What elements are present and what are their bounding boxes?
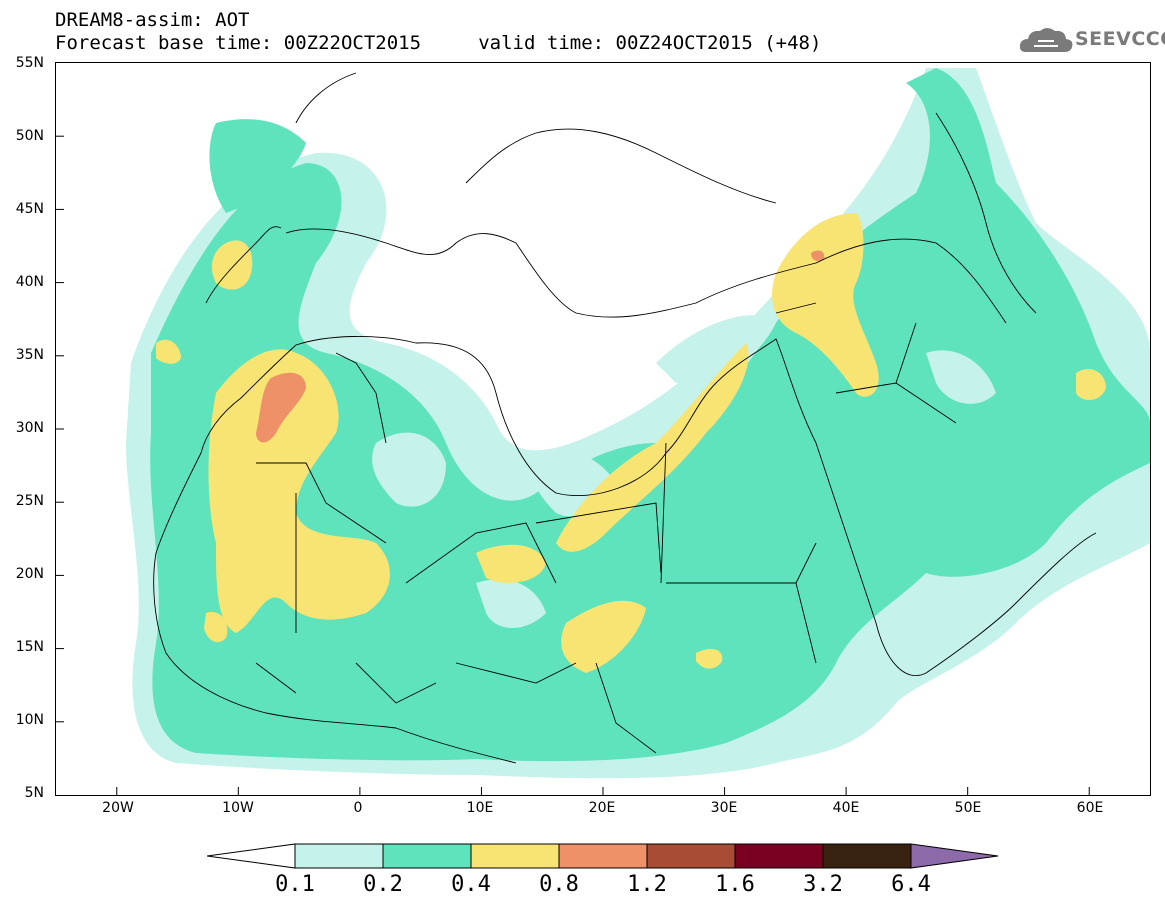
- lat-label-40n: 40N: [15, 274, 44, 290]
- colorbar-label-0.2: 0.2: [363, 872, 403, 897]
- colorbar-label-1.6: 1.6: [715, 872, 755, 897]
- lon-label-60e: 60E: [1076, 800, 1104, 816]
- aot-map: [56, 68, 1150, 795]
- lat-label-30n: 30N: [15, 420, 44, 436]
- colorbar-label-1.2: 1.2: [627, 872, 667, 897]
- colorbar-bin-1.2: [646, 843, 736, 869]
- colorbar-bin-0.8: [558, 843, 648, 869]
- lat-label-35n: 35N: [15, 347, 44, 363]
- aot-region-0.4: [156, 213, 1106, 673]
- lat-label-15n: 15N: [15, 639, 44, 655]
- cloud-icon: [1019, 28, 1073, 52]
- colorbar-bin-0.1: [294, 843, 384, 869]
- colorbar-bin-0.2: [382, 843, 472, 869]
- lat-label-50n: 50N: [15, 128, 44, 144]
- aot-region-0.8: [256, 250, 825, 443]
- lat-label-25n: 25N: [15, 493, 44, 509]
- colorbar-label-3.2: 3.2: [803, 872, 843, 897]
- lon-label-20w: 20W: [102, 800, 134, 816]
- lon-label-10w: 10W: [222, 800, 254, 816]
- colorbar-arrow-right: [910, 843, 999, 869]
- colorbar: [207, 843, 999, 869]
- aot-region-0.2: [150, 68, 1150, 762]
- aot-region-0.1-inner: [372, 315, 996, 628]
- lon-label-10e: 10E: [466, 800, 494, 816]
- lon-label-0: 0: [353, 800, 363, 816]
- lat-label-10n: 10N: [15, 712, 44, 728]
- colorbar-label-0.8: 0.8: [539, 872, 579, 897]
- logo-text: SEEVCCC: [1075, 28, 1165, 50]
- chart-title: DREAM8-assim: AOT: [55, 9, 250, 31]
- colorbar-label-0.1: 0.1: [275, 872, 315, 897]
- colorbar-arrow-left: [207, 843, 296, 869]
- colorbar-label-6.4: 6.4: [891, 872, 931, 897]
- map-panel: [55, 62, 1151, 796]
- axis-ticks: [56, 135, 1090, 795]
- chart-subtitle: Forecast base time: 00Z22OCT2015 valid t…: [55, 32, 822, 54]
- lon-label-20e: 20E: [588, 800, 616, 816]
- colorbar-bin-0.4: [470, 843, 560, 869]
- lat-label-5n: 5N: [24, 785, 44, 801]
- colorbar-bin-1.6: [734, 843, 824, 869]
- colorbar-bin-3.2: [822, 843, 912, 869]
- coastline-outline: [153, 72, 1097, 764]
- lat-label-45n: 45N: [15, 201, 44, 217]
- lon-label-30e: 30E: [710, 800, 738, 816]
- lat-label-20n: 20N: [15, 566, 44, 582]
- lon-label-50e: 50E: [954, 800, 982, 816]
- lon-label-40e: 40E: [832, 800, 860, 816]
- seevccc-logo: SEEVCCC: [1018, 22, 1165, 58]
- colorbar-label-0.4: 0.4: [451, 872, 491, 897]
- lat-label-55n: 55N: [15, 55, 44, 71]
